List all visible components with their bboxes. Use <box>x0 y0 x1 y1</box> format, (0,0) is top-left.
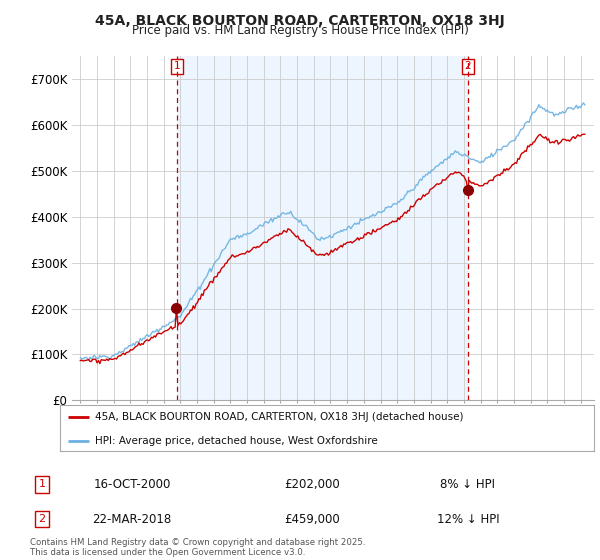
Text: 45A, BLACK BOURTON ROAD, CARTERTON, OX18 3HJ: 45A, BLACK BOURTON ROAD, CARTERTON, OX18… <box>95 14 505 28</box>
Text: 45A, BLACK BOURTON ROAD, CARTERTON, OX18 3HJ (detached house): 45A, BLACK BOURTON ROAD, CARTERTON, OX18… <box>95 412 463 422</box>
Text: 1: 1 <box>38 479 46 489</box>
Text: 1: 1 <box>173 61 180 71</box>
Text: Price paid vs. HM Land Registry's House Price Index (HPI): Price paid vs. HM Land Registry's House … <box>131 24 469 37</box>
Text: Contains HM Land Registry data © Crown copyright and database right 2025.
This d: Contains HM Land Registry data © Crown c… <box>30 538 365 557</box>
Text: 12% ↓ HPI: 12% ↓ HPI <box>437 512 499 526</box>
Text: 22-MAR-2018: 22-MAR-2018 <box>92 512 172 526</box>
Text: 2: 2 <box>38 514 46 524</box>
Text: 8% ↓ HPI: 8% ↓ HPI <box>440 478 496 491</box>
Text: 16-OCT-2000: 16-OCT-2000 <box>94 478 170 491</box>
Text: £202,000: £202,000 <box>284 478 340 491</box>
Text: 2: 2 <box>464 61 471 71</box>
Text: HPI: Average price, detached house, West Oxfordshire: HPI: Average price, detached house, West… <box>95 436 377 446</box>
Bar <box>177 56 467 400</box>
Text: £459,000: £459,000 <box>284 512 340 526</box>
